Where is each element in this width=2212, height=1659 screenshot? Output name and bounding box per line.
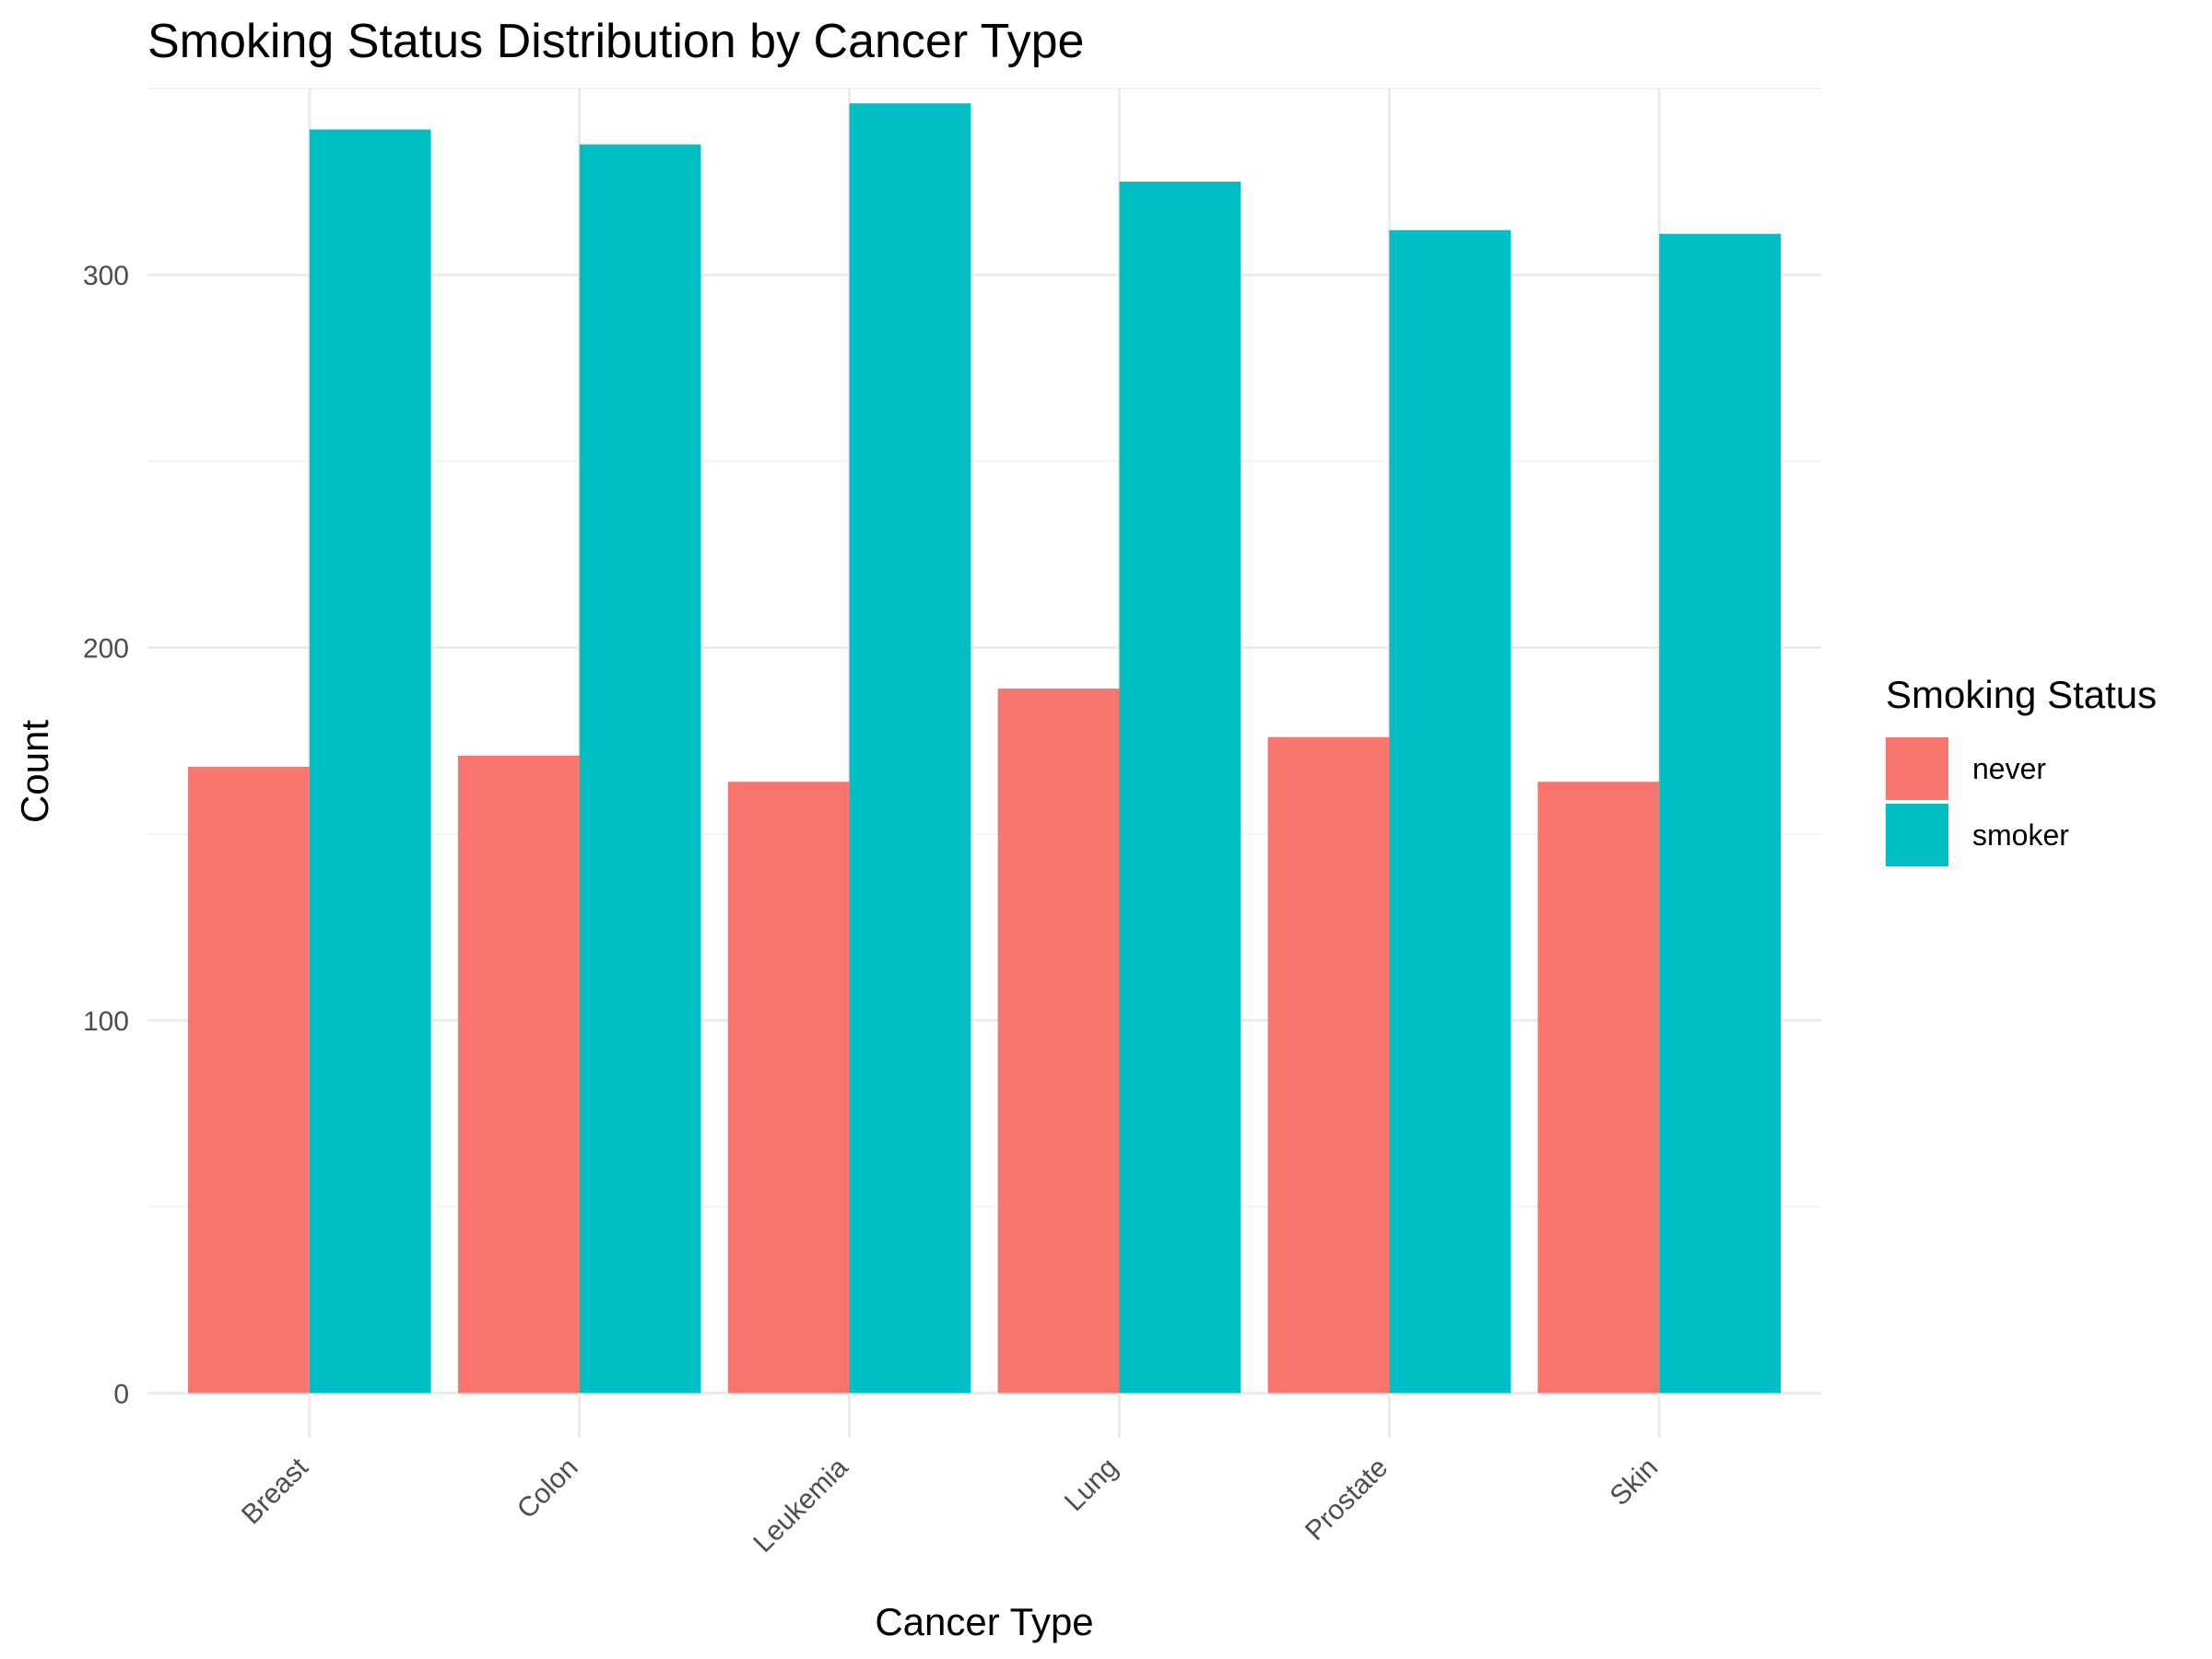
bar-never-leukemia — [727, 782, 850, 1394]
bar-smoker-colon — [579, 144, 701, 1394]
bar-never-skin — [1537, 782, 1660, 1394]
bar-smoker-breast — [309, 129, 431, 1394]
x-tick-label: Leukemia — [747, 1452, 854, 1559]
bar-never-breast — [187, 767, 310, 1394]
bar-never-colon — [457, 755, 580, 1394]
bar-smoker-leukemia — [849, 103, 971, 1394]
legend-title: Smoking Status — [1886, 673, 2157, 716]
legend-label-smoker: smoker — [1972, 818, 2069, 852]
legend: Smoking Status never smoker — [1886, 673, 2157, 866]
chart-title: Smoking Status Distribution by Cancer Ty… — [147, 15, 1084, 68]
y-axis-title: Count — [13, 720, 56, 823]
bar-smoker-lung — [1119, 182, 1241, 1394]
bar-smoker-skin — [1659, 233, 1782, 1394]
y-tick-label: 0 — [113, 1379, 129, 1409]
x-tick-label: Prostate — [1300, 1453, 1394, 1547]
bar-never-lung — [997, 688, 1120, 1394]
legend-label-never: never — [1972, 752, 2046, 785]
y-tick-label: 100 — [83, 1006, 129, 1037]
x-tick-label: Skin — [1605, 1453, 1665, 1512]
bars — [187, 103, 1782, 1394]
x-axis-ticks: Breast Colon Leukemia Lung Prostate Skin — [236, 1452, 1664, 1559]
x-tick-label: Lung — [1059, 1453, 1124, 1518]
bar-smoker-prostate — [1389, 229, 1512, 1394]
bar-never-prostate — [1267, 736, 1390, 1394]
y-tick-label: 200 — [83, 634, 129, 665]
x-tick-label: Breast — [236, 1452, 314, 1530]
y-axis-ticks: 0 100 200 300 — [83, 261, 129, 1409]
y-tick-label: 300 — [83, 261, 129, 291]
x-axis-title: Cancer Type — [875, 1600, 1093, 1643]
x-tick-label: Colon — [512, 1453, 584, 1525]
legend-key-never — [1886, 737, 1948, 800]
legend-key-smoker — [1886, 804, 1948, 866]
